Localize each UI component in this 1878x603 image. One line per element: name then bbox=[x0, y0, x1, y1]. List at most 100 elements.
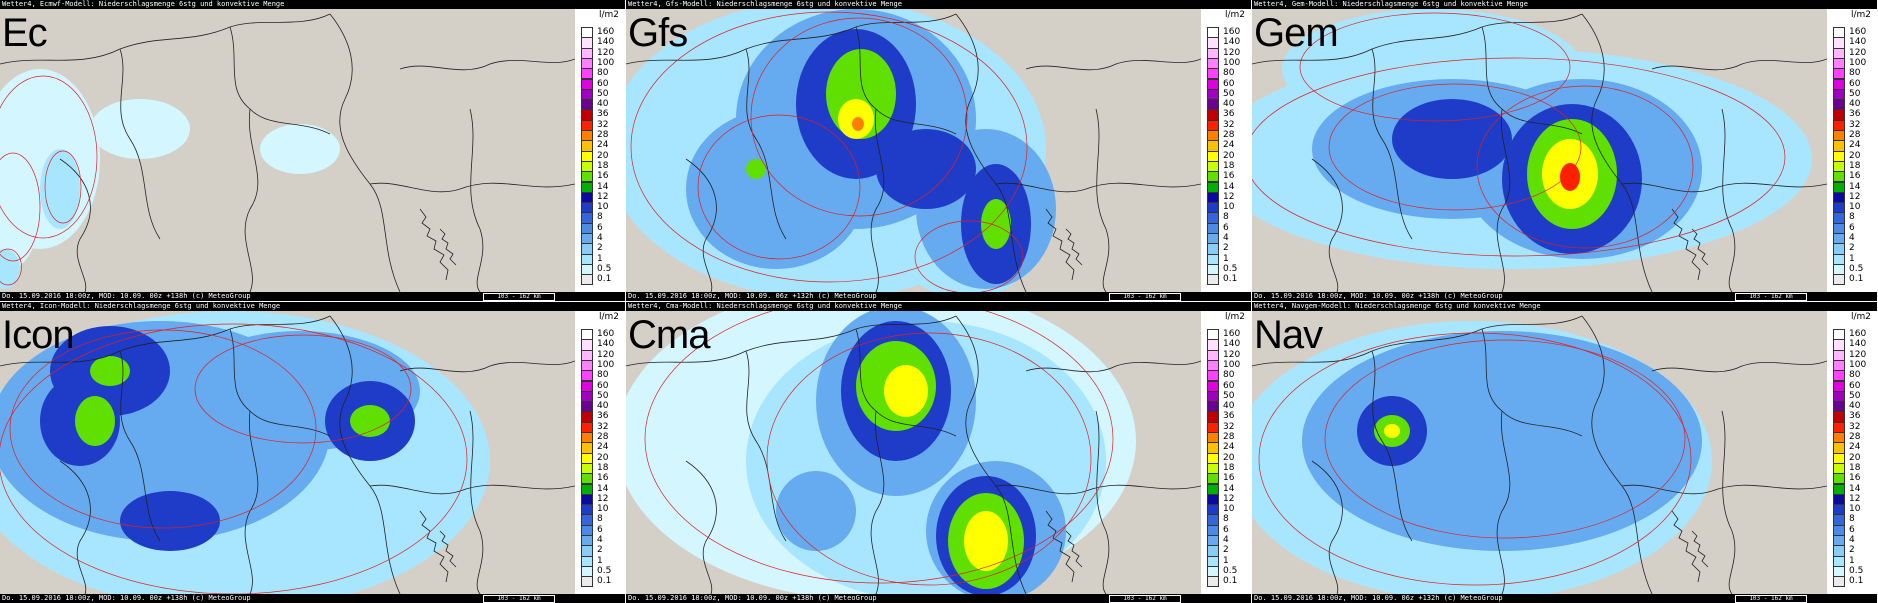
legend-level-label: 50 bbox=[597, 390, 609, 401]
legend-level-label: 120 bbox=[1849, 47, 1867, 58]
scale-bar: 103 - 162 km bbox=[483, 293, 555, 301]
legend-level-label: 100 bbox=[1849, 57, 1867, 68]
legend-level-label: 40 bbox=[597, 99, 609, 110]
legend-unit: l/m2 bbox=[1225, 312, 1246, 322]
border-line bbox=[329, 315, 401, 595]
precipitation-area bbox=[1392, 99, 1512, 179]
legend-level-label: 2 bbox=[1849, 243, 1855, 254]
border-line bbox=[1651, 360, 1828, 373]
legend-level-label: 60 bbox=[597, 380, 609, 391]
legend-level-label: 18 bbox=[597, 160, 609, 171]
legend-level-label: 40 bbox=[597, 401, 609, 412]
contour-line bbox=[194, 334, 412, 444]
border-line bbox=[870, 410, 885, 595]
precipitation-areas bbox=[626, 302, 1136, 601]
contour-line bbox=[1476, 85, 1694, 249]
legend-level-label: 16 bbox=[1223, 473, 1235, 484]
scale-bar: 103 - 162 km bbox=[1109, 595, 1181, 603]
scale-bar: 103 - 162 km bbox=[1109, 293, 1181, 301]
border-line bbox=[1691, 530, 1709, 568]
panel-footer-bar: Do. 15.09.2016 18:00z, MOD: 10.09. 00z +… bbox=[0, 594, 625, 603]
panel-footer-text: Do. 15.09.2016 18:00z, MOD: 10.09. 06z +… bbox=[628, 292, 877, 300]
contour-line bbox=[1328, 83, 1582, 211]
contour-line bbox=[697, 114, 861, 260]
legend-level-label: 28 bbox=[1849, 130, 1861, 140]
legend-level-label: 40 bbox=[1223, 99, 1235, 110]
border-line bbox=[745, 48, 787, 240]
border-line bbox=[685, 460, 717, 595]
legend-level-label: 0.5 bbox=[597, 263, 612, 274]
border-line bbox=[1025, 58, 1202, 71]
precipitation-legend: l/m2 160 140 120 100 80 60 50 40 36 32 28 24 20 18 16 1… bbox=[1827, 311, 1877, 594]
legend-level-label: 0.5 bbox=[1223, 565, 1238, 576]
legend-level-label: 1 bbox=[1223, 555, 1229, 566]
legend-level-label: 12 bbox=[597, 191, 609, 202]
legend-level-label: 100 bbox=[1223, 359, 1241, 370]
legend-level-label: 60 bbox=[597, 78, 609, 89]
legend-level-label: 160 bbox=[597, 329, 615, 339]
legend-level-label: 50 bbox=[1223, 88, 1235, 99]
convective-contours bbox=[1252, 12, 1786, 257]
legend-color-swatch bbox=[1833, 274, 1845, 286]
legend-level-label: 1 bbox=[597, 555, 603, 566]
model-label: Ec bbox=[2, 11, 48, 55]
legend-level-label: 28 bbox=[1223, 130, 1235, 140]
border-line bbox=[244, 108, 259, 293]
legend-level-label: 20 bbox=[597, 452, 609, 463]
legend-level-label: 20 bbox=[1223, 452, 1235, 463]
legend-level-label: 24 bbox=[1849, 140, 1861, 151]
border-line bbox=[1025, 360, 1202, 373]
border-line bbox=[119, 350, 161, 542]
legend-level-label: 100 bbox=[597, 57, 615, 68]
legend-level-label: 32 bbox=[1223, 421, 1235, 432]
border-line bbox=[419, 510, 449, 583]
legend-level-label: 6 bbox=[1223, 524, 1229, 535]
panel-footer-text: Do. 15.09.2016 18:00z, MOD: 10.09. 00z +… bbox=[2, 594, 251, 602]
legend-level-label: 50 bbox=[1849, 88, 1861, 99]
border-line bbox=[1045, 510, 1075, 583]
legend-level-label: 12 bbox=[1223, 493, 1235, 504]
legend-level-label: 8 bbox=[1223, 514, 1229, 525]
border-line bbox=[329, 13, 401, 293]
legend-level-label: 12 bbox=[1223, 191, 1235, 202]
legend-level-label: 50 bbox=[1223, 390, 1235, 401]
precipitation-map: Ec bbox=[0, 9, 576, 293]
legend-level-label: 16 bbox=[1223, 171, 1235, 182]
border-line bbox=[1496, 108, 1511, 293]
legend-level-label: 10 bbox=[1849, 504, 1861, 515]
legend-level-label: 140 bbox=[1223, 37, 1241, 48]
legend-level-label: 14 bbox=[597, 483, 609, 494]
precipitation-area bbox=[964, 511, 1008, 571]
legend-level-label: 40 bbox=[1849, 99, 1861, 110]
precipitation-map: Gem bbox=[1252, 9, 1828, 293]
border-line bbox=[1311, 460, 1343, 595]
border-line bbox=[1371, 48, 1413, 240]
legend-level-label: 120 bbox=[597, 47, 615, 58]
legend-level-label: 0.5 bbox=[597, 565, 612, 576]
border-line bbox=[1671, 510, 1701, 583]
convective-contours bbox=[0, 75, 98, 286]
legend-level-label: 160 bbox=[1849, 329, 1867, 339]
border-line bbox=[1691, 228, 1709, 266]
border-line bbox=[1065, 530, 1083, 568]
contour-line bbox=[644, 302, 1114, 584]
map-graphic bbox=[626, 0, 1202, 299]
legend-level-label: 12 bbox=[1849, 493, 1861, 504]
border-line bbox=[229, 26, 331, 135]
precipitation-area bbox=[776, 471, 856, 551]
legend-level-label: 24 bbox=[1223, 442, 1235, 453]
panel-title-bar: Wetter4, Cma-Modell: Niederschlagsmenge … bbox=[626, 302, 1251, 311]
legend-level-label: 36 bbox=[1223, 109, 1235, 120]
legend-level-label: 0.5 bbox=[1849, 263, 1864, 274]
legend-level-label: 20 bbox=[1849, 150, 1861, 161]
legend-level-label: 0.1 bbox=[1849, 576, 1864, 587]
precipitation-map: Icon bbox=[0, 311, 576, 603]
border-line bbox=[419, 208, 449, 281]
legend-level-label: 24 bbox=[597, 140, 609, 151]
legend-level-label: 4 bbox=[1223, 535, 1229, 545]
legend-level-label: 60 bbox=[1223, 380, 1235, 391]
legend-level-label: 6 bbox=[1223, 222, 1229, 233]
border-line bbox=[1671, 208, 1701, 281]
precipitation-area bbox=[1560, 163, 1580, 191]
contour-line bbox=[1252, 57, 1786, 257]
